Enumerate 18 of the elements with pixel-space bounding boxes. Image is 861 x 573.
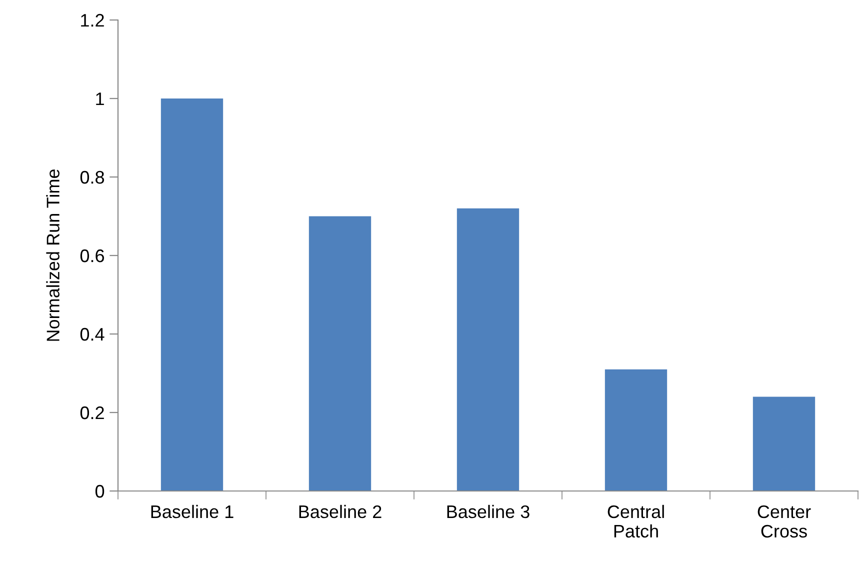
y-tick-label: 0.8: [80, 170, 104, 184]
x-tick-label: Baseline 2: [299, 504, 382, 518]
x-tick-label: Center Cross: [758, 505, 811, 538]
x-tick-label: Baseline 3: [447, 504, 530, 518]
bar: [752, 396, 816, 491]
bar: [308, 216, 372, 491]
bar: [604, 369, 668, 491]
y-tick-label: 1.2: [81, 14, 104, 27]
x-tick-label: Central Patch: [608, 504, 664, 538]
y-tick-label: 0: [95, 484, 104, 498]
y-tick-label: 1: [96, 92, 104, 106]
bar: [456, 208, 520, 491]
y-tick-label: 0.6: [80, 249, 104, 262]
y-tick-label: 0.2: [80, 406, 104, 420]
x-tick-label: Baseline 1: [151, 504, 234, 518]
y-axis-title: Normalized Run Time: [46, 170, 60, 341]
y-tick-label: 0.4: [80, 328, 104, 341]
bar: [160, 98, 224, 491]
